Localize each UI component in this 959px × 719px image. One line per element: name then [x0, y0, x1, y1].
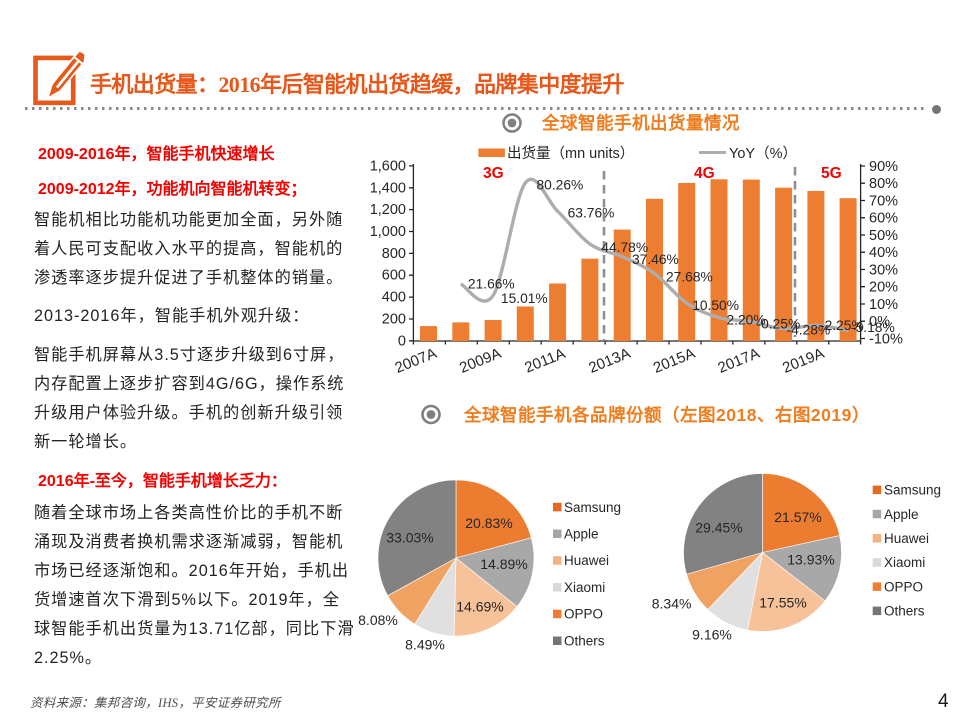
svg-text:29.45%: 29.45%	[695, 520, 742, 536]
svg-text:1,600: 1,600	[370, 158, 406, 174]
svg-text:-4.28%: -4.28%	[787, 322, 831, 337]
svg-text:21.57%: 21.57%	[774, 509, 821, 525]
svg-text:800: 800	[382, 246, 406, 262]
svg-text:600: 600	[382, 268, 406, 284]
svg-text:OPPO: OPPO	[564, 607, 603, 622]
svg-text:4G: 4G	[694, 165, 715, 182]
svg-text:Samsung: Samsung	[564, 500, 621, 515]
svg-text:17.55%: 17.55%	[759, 595, 806, 611]
svg-text:Xiaomi: Xiaomi	[884, 555, 925, 570]
svg-text:-10%: -10%	[869, 332, 903, 348]
svg-text:Huawei: Huawei	[564, 553, 609, 568]
svg-text:37.46%: 37.46%	[632, 252, 679, 267]
svg-text:27.68%: 27.68%	[666, 269, 713, 284]
svg-text:2009A: 2009A	[457, 345, 504, 377]
svg-text:-0.25%: -0.25%	[757, 317, 801, 332]
svg-text:Xiaomi: Xiaomi	[564, 580, 605, 595]
svg-text:20.83%: 20.83%	[465, 515, 512, 531]
svg-text:40%: 40%	[869, 245, 898, 261]
svg-text:全球智能手机各品牌份额（左图2018、右图2019）: 全球智能手机各品牌份额（左图2018、右图2019）	[463, 405, 870, 425]
svg-text:13.93%: 13.93%	[787, 552, 834, 568]
svg-text:Samsung: Samsung	[884, 483, 941, 498]
svg-text:2011A: 2011A	[522, 345, 568, 377]
svg-text:44.78%: 44.78%	[601, 240, 648, 255]
svg-text:2013A: 2013A	[586, 345, 633, 377]
svg-text:Others: Others	[564, 634, 605, 649]
svg-text:2019A: 2019A	[780, 345, 827, 377]
svg-text:200: 200	[382, 312, 406, 328]
svg-text:80.26%: 80.26%	[537, 178, 584, 193]
svg-text:Others: Others	[884, 604, 925, 619]
svg-text:30%: 30%	[869, 263, 898, 279]
svg-text:2.20%: 2.20%	[727, 313, 766, 328]
svg-text:-2.25%: -2.25%	[820, 318, 864, 333]
svg-text:-5.18%: -5.18%	[851, 320, 895, 335]
svg-text:YoY（%）: YoY（%）	[729, 145, 797, 162]
svg-text:1,000: 1,000	[370, 224, 406, 240]
svg-text:15.01%: 15.01%	[501, 291, 548, 306]
svg-text:2007A: 2007A	[393, 345, 440, 377]
svg-text:10%: 10%	[869, 297, 898, 313]
svg-text:OPPO: OPPO	[884, 579, 923, 594]
svg-text:8.49%: 8.49%	[405, 637, 445, 653]
svg-text:80%: 80%	[869, 176, 898, 192]
svg-text:8.08%: 8.08%	[358, 612, 398, 628]
svg-text:Apple: Apple	[564, 527, 599, 542]
svg-text:Huawei: Huawei	[884, 531, 929, 546]
svg-text:21.66%: 21.66%	[468, 276, 515, 291]
svg-text:1,400: 1,400	[370, 180, 406, 196]
svg-text:0%: 0%	[869, 314, 890, 330]
svg-text:14.69%: 14.69%	[456, 598, 503, 614]
svg-text:20%: 20%	[869, 280, 898, 296]
svg-text:2015A: 2015A	[651, 345, 698, 377]
svg-text:63.76%: 63.76%	[568, 206, 615, 221]
svg-text:2017A: 2017A	[716, 345, 763, 377]
svg-text:33.03%: 33.03%	[386, 530, 433, 546]
svg-text:90%: 90%	[869, 159, 898, 175]
svg-text:60%: 60%	[869, 211, 898, 227]
svg-text:9.16%: 9.16%	[692, 627, 732, 643]
svg-text:10.50%: 10.50%	[692, 298, 739, 313]
svg-text:3G: 3G	[483, 165, 504, 182]
svg-text:1,200: 1,200	[370, 202, 406, 218]
svg-text:Apple: Apple	[884, 507, 919, 522]
svg-text:50%: 50%	[869, 228, 898, 244]
svg-text:8.34%: 8.34%	[652, 596, 692, 612]
svg-text:0: 0	[398, 333, 406, 349]
svg-text:14.89%: 14.89%	[480, 556, 527, 572]
svg-text:70%: 70%	[869, 194, 898, 210]
svg-text:5G: 5G	[821, 165, 842, 182]
svg-text:全球智能手机出货量情况: 全球智能手机出货量情况	[541, 113, 740, 133]
svg-text:400: 400	[382, 290, 406, 306]
svg-text:出货量（mn units）: 出货量（mn units）	[507, 145, 634, 162]
